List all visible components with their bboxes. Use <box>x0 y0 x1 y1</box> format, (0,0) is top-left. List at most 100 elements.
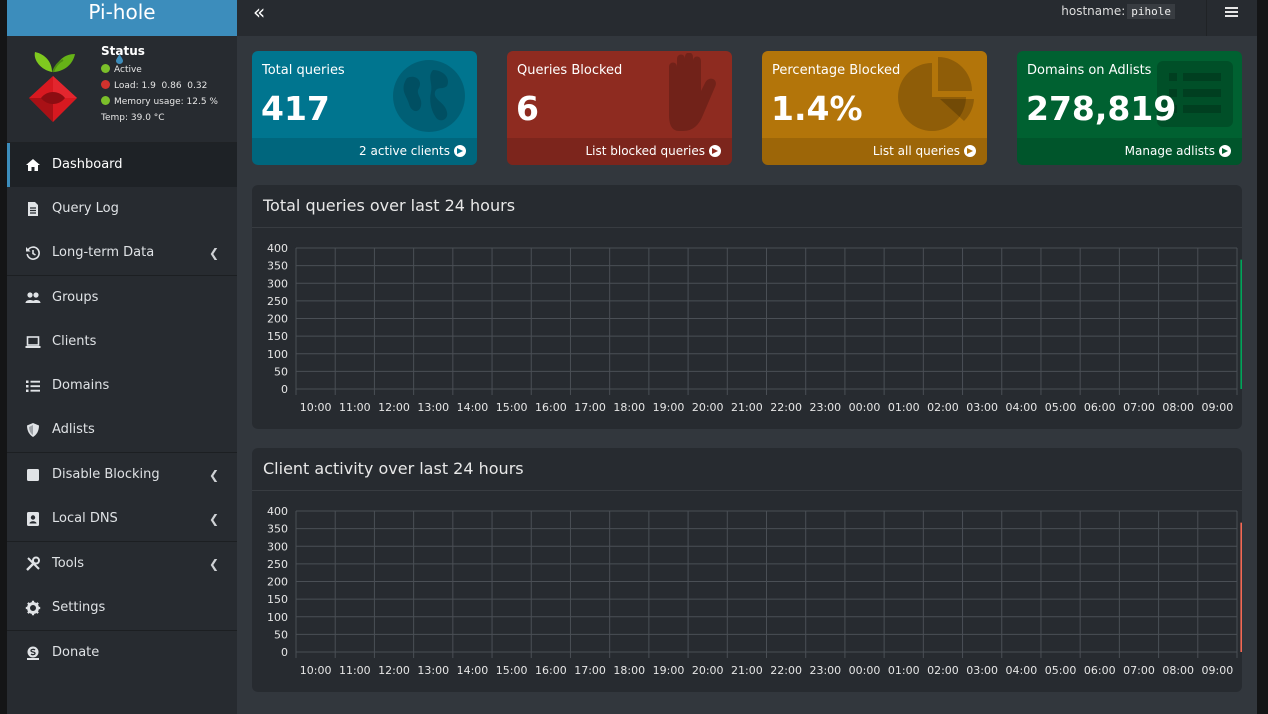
x-tick-label: 18:00 <box>613 401 645 414</box>
active-clients-link[interactable]: 2 active clients <box>252 138 477 165</box>
x-tick-label: 18:00 <box>613 664 645 677</box>
list-icon <box>26 380 40 392</box>
pihole-logo-icon <box>29 52 77 122</box>
sidebar-item-settings[interactable]: Settings <box>7 586 237 630</box>
x-tick-label: 17:00 <box>574 664 606 677</box>
x-tick-label: 06:00 <box>1084 664 1116 677</box>
logo[interactable]: Pi-hole <box>7 0 237 36</box>
chart-grid <box>295 510 1238 658</box>
list-blocked-queries-link[interactable]: List blocked queries <box>507 138 732 165</box>
hand-icon <box>669 53 716 131</box>
total-queries-title: Total queries <box>262 63 345 78</box>
x-tick-label: 12:00 <box>378 664 410 677</box>
x-tick-label: 03:00 <box>966 664 998 677</box>
x-tick-label: 00:00 <box>849 664 881 677</box>
status-temp: Temp: 39.0 °C <box>101 54 218 126</box>
domains-on-adlists-value: 278,819 <box>1026 89 1177 128</box>
x-tick-label: 08:00 <box>1162 401 1194 414</box>
x-tick-label: 01:00 <box>888 401 920 414</box>
sidebar-item-clients[interactable]: Clients <box>7 320 237 364</box>
bar <box>1240 522 1242 652</box>
y-tick-label: 300 <box>267 277 288 290</box>
percentage-blocked-card: Percentage Blocked 1.4% List all queries <box>762 51 987 165</box>
x-tick-label: 01:00 <box>888 664 920 677</box>
sidebar-item-query-log[interactable]: Query Log <box>7 187 237 231</box>
x-tick-label: 12:00 <box>378 401 410 414</box>
sidebar-item-donate[interactable]: Donate <box>7 631 237 675</box>
list-all-queries-link[interactable]: List all queries <box>762 138 987 165</box>
sidebar-item-disable-blocking[interactable]: Disable Blocking ❮ <box>7 453 237 497</box>
y-tick-label: 150 <box>267 330 288 343</box>
sidebar-item-dashboard[interactable]: Dashboard <box>7 143 237 187</box>
menu-toggle-button[interactable] <box>1206 0 1257 36</box>
memory-dot-icon <box>101 96 110 105</box>
x-tick-label: 09:00 <box>1202 664 1234 677</box>
window-edge-left <box>0 0 7 714</box>
top-navbar: « hostname: pihole <box>237 0 1257 36</box>
status-active: Active <box>101 62 218 78</box>
manage-adlists-link[interactable]: Manage adlists <box>1017 138 1242 165</box>
y-tick-label: 400 <box>267 505 288 518</box>
y-tick-label: 350 <box>267 523 288 536</box>
x-tick-label: 14:00 <box>457 401 489 414</box>
x-tick-label: 20:00 <box>692 664 724 677</box>
queries-blocked-value: 6 <box>516 89 539 128</box>
x-tick-label: 07:00 <box>1123 401 1155 414</box>
total-queries-chart-panel: Total queries over last 24 hours 400 350 3… <box>252 185 1242 429</box>
y-tick-label: 150 <box>267 593 288 606</box>
x-tick-label: 06:00 <box>1084 401 1116 414</box>
x-tick-label: 02:00 <box>927 664 959 677</box>
sidebar-item-domains[interactable]: Domains <box>7 364 237 408</box>
sidebar-item-tools[interactable]: Tools ❮ <box>7 542 237 586</box>
sidebar: Pi-hole Status Active Load: 1.9 0.86 0.3… <box>7 0 237 714</box>
x-tick-label: 10:00 <box>300 401 332 414</box>
sidebar-item-groups[interactable]: Groups <box>7 276 237 320</box>
x-tick-label: 07:00 <box>1123 664 1155 677</box>
percentage-blocked-value: 1.4% <box>771 89 863 128</box>
y-tick-label: 0 <box>281 646 288 659</box>
users-icon <box>25 292 41 303</box>
menu-divider <box>7 275 237 276</box>
total-queries-value: 417 <box>261 89 330 128</box>
x-tick-label: 22:00 <box>770 401 802 414</box>
history-icon <box>26 246 40 260</box>
x-tick-label: 03:00 <box>966 401 998 414</box>
x-tick-label: 11:00 <box>339 401 371 414</box>
sidebar-item-adlists[interactable]: Adlists <box>7 408 237 452</box>
y-tick-label: 250 <box>267 558 288 571</box>
list-alt-icon <box>1157 61 1233 127</box>
sidebar-item-long-term-data[interactable]: Long-term Data ❮ <box>7 231 237 275</box>
chevron-left-icon: ❮ <box>208 557 219 571</box>
x-tick-label: 20:00 <box>692 401 724 414</box>
arrow-circle-right-icon <box>1219 145 1231 157</box>
sidebar-item-local-dns[interactable]: Local DNS ❮ <box>7 497 237 541</box>
hamburger-icon <box>1225 7 1238 9</box>
x-tick-label: 08:00 <box>1162 664 1194 677</box>
y-tick-label: 100 <box>267 611 288 624</box>
x-tick-label: 22:00 <box>770 664 802 677</box>
x-tick-label: 09:00 <box>1202 401 1234 414</box>
address-card-icon <box>27 512 39 526</box>
collapse-sidebar-icon[interactable]: « <box>253 0 266 24</box>
total-queries-chart-title: Total queries over last 24 hours <box>252 185 1242 228</box>
x-tick-label: 19:00 <box>653 664 685 677</box>
x-tick-label: 14:00 <box>457 664 489 677</box>
chart-grid <box>295 247 1238 395</box>
x-tick-label: 19:00 <box>653 401 685 414</box>
chevron-left-icon: ❮ <box>208 468 219 482</box>
y-tick-label: 200 <box>267 313 288 326</box>
bar <box>1240 259 1242 389</box>
x-tick-label: 11:00 <box>339 664 371 677</box>
x-tick-label: 13:00 <box>417 664 449 677</box>
menu-divider <box>7 630 237 631</box>
client-activity-chart-title: Client activity over last 24 hours <box>252 448 1242 491</box>
client-activity-chart: 400 350 300 250 200 150 100 50 0 10:00 11:00 12:00 1… <box>267 505 1242 677</box>
x-tick-label: 15:00 <box>496 401 528 414</box>
chevron-left-icon: ❮ <box>208 246 219 260</box>
status-panel: Status Active Load: 1.9 0.86 0.32 Memory… <box>7 36 237 143</box>
dashboard-content: Total queries 417 2 active clients Queri… <box>237 36 1257 714</box>
queries-blocked-title: Queries Blocked <box>517 63 623 78</box>
x-tick-label: 23:00 <box>809 401 841 414</box>
y-tick-label: 350 <box>267 260 288 273</box>
gear-icon <box>25 600 41 616</box>
